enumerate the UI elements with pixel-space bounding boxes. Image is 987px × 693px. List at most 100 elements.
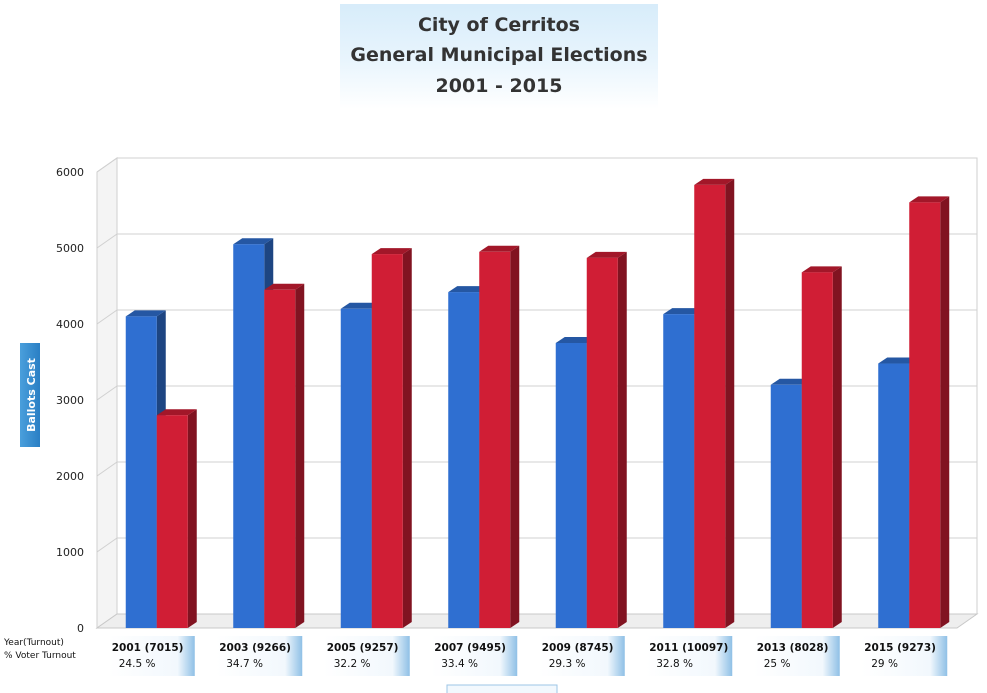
- floor: [95, 613, 979, 629]
- bar-top: [340, 302, 381, 309]
- category-turnout: 33.4 %: [441, 658, 478, 670]
- chart-title: City of Cerritos General Municipal Elect…: [340, 4, 658, 109]
- title-line-1: City of Cerritos: [418, 14, 580, 36]
- bar-top: [371, 248, 412, 255]
- category-label-box: [861, 636, 948, 676]
- category-label: 2001 (7015) 24.5 %: [108, 636, 195, 676]
- bar-2: [479, 245, 520, 629]
- bar-top: [233, 238, 274, 245]
- bar-2: [264, 283, 305, 628]
- category-year: 2007 (9495): [434, 642, 506, 654]
- bar-2: [156, 409, 197, 628]
- bar-side: [402, 248, 412, 628]
- category-turnout: 32.2 %: [334, 658, 371, 670]
- category-year: 2001 (7015): [112, 642, 184, 654]
- y-tick-label: 2000: [56, 470, 84, 483]
- gridline-side: [96, 385, 118, 401]
- bar-top: [801, 266, 842, 273]
- bar-2: [801, 266, 842, 628]
- bar-front: [801, 272, 833, 628]
- category-turnout: 29.3 %: [549, 658, 586, 670]
- category-turnout: 24.5 %: [119, 658, 156, 670]
- bar-2: [909, 196, 950, 628]
- bar-top: [156, 409, 197, 416]
- bar-top: [694, 178, 735, 185]
- category-label: 2009 (8745) 29.3 %: [538, 636, 625, 676]
- category-turnout: 29 %: [871, 658, 898, 670]
- category-year: 2013 (8028): [757, 642, 829, 654]
- bar-side: [940, 196, 950, 628]
- y-tick-label: 4000: [56, 318, 84, 331]
- y-axis-title: Ballots Cast: [25, 358, 38, 432]
- category-turnout: 32.8 %: [656, 658, 693, 670]
- bar-front: [340, 308, 372, 628]
- category-year: 2015 (9273): [864, 642, 936, 654]
- category-label-box: [753, 636, 840, 676]
- bar-side: [187, 409, 197, 628]
- category-year: 2003 (9266): [219, 642, 291, 654]
- bar-front: [479, 251, 511, 629]
- y-tick-label: 3000: [56, 394, 84, 407]
- category-label-box: [431, 636, 518, 676]
- bar-front: [156, 415, 188, 628]
- bar-front: [694, 184, 726, 629]
- bar-top: [264, 283, 305, 290]
- bar-side: [725, 178, 735, 629]
- bar-side: [295, 283, 305, 628]
- bar-top: [555, 337, 596, 343]
- plot-area: 0 1000 2000 3000 4000 5000 6000: [56, 157, 979, 635]
- x-axis-label-line-2: % Voter Turnout: [4, 651, 76, 661]
- category-label-box: [216, 636, 303, 676]
- category-label: 2013 (8028) 25 %: [753, 636, 840, 676]
- y-tick-label: 6000: [56, 166, 84, 179]
- x-axis-label: Year(Turnout) % Voter Turnout: [3, 638, 76, 661]
- bar-top: [878, 357, 919, 364]
- category-year: 2005 (9257): [327, 642, 399, 654]
- category-label: 2003 (9266) 34.7 %: [216, 636, 303, 676]
- legend-box: [446, 684, 558, 693]
- category-label-box: [323, 636, 410, 676]
- category-label-box: [646, 636, 733, 676]
- y-tick-label: 0: [77, 622, 84, 635]
- bar-front: [233, 244, 265, 628]
- title-line-3: 2001 - 2015: [436, 75, 563, 97]
- gridline-side: [96, 309, 118, 325]
- bar-front: [264, 289, 296, 628]
- category-year: 2011 (10097): [649, 642, 728, 654]
- bar-top: [586, 251, 627, 258]
- y-axis-label: Ballots Cast: [20, 343, 40, 447]
- gridline-side: [96, 233, 118, 249]
- bar-top: [770, 378, 811, 385]
- category-label-box: [108, 636, 195, 676]
- category-year: 2009 (8745): [542, 642, 614, 654]
- bar-front: [125, 316, 157, 628]
- bar-2: [694, 178, 735, 629]
- category-labels: 2001 (7015) 24.5 % 2003 (9266) 34.7 % 2005 (…: [108, 636, 948, 676]
- y-tick-label: 1000: [56, 546, 84, 559]
- category-label: 2015 (9273) 29 %: [861, 636, 948, 676]
- category-label: 2005 (9257) 32.2 %: [323, 636, 410, 676]
- bar-side: [510, 245, 520, 629]
- bar-front: [586, 257, 618, 628]
- bars: [125, 178, 950, 629]
- bar-front: [371, 254, 403, 628]
- bar-front: [770, 384, 802, 628]
- bar-top: [909, 196, 950, 203]
- category-turnout: 25 %: [764, 658, 791, 670]
- x-axis-label-line-1: Year(Turnout): [3, 638, 64, 648]
- bar-top: [125, 310, 166, 317]
- bar-side: [832, 266, 842, 628]
- bar-side: [617, 251, 627, 628]
- category-label: 2011 (10097) 32.8 %: [646, 636, 733, 676]
- bar-top: [479, 245, 520, 252]
- gridline-side: [96, 157, 118, 173]
- gridline-side: [96, 537, 118, 553]
- bar-front: [878, 363, 910, 628]
- category-label: 2007 (9495) 33.4 %: [431, 636, 518, 676]
- gridline-side: [96, 461, 118, 477]
- title-line-2: General Municipal Elections: [350, 44, 647, 66]
- bar-front: [555, 343, 587, 628]
- bar-top: [448, 286, 489, 293]
- category-label-box: [538, 636, 625, 676]
